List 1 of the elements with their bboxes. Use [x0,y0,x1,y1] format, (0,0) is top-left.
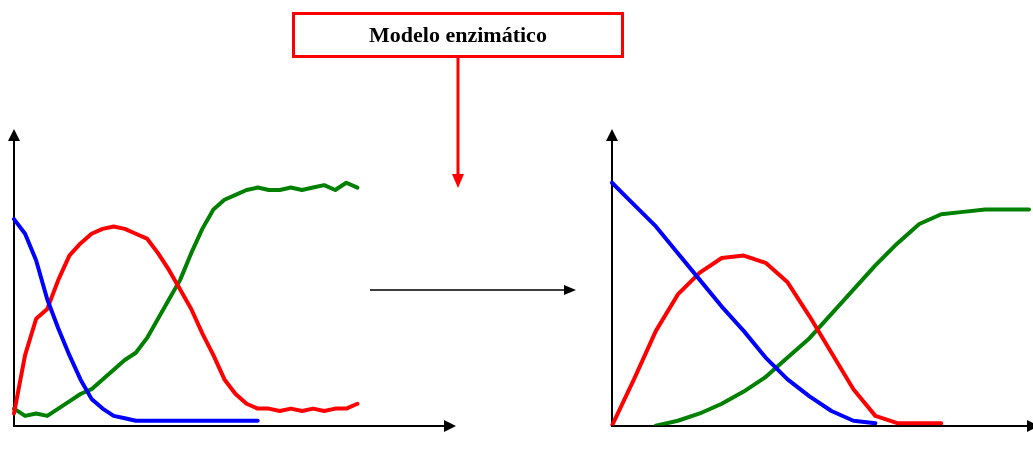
text: Modelo enzimático [292,12,624,58]
